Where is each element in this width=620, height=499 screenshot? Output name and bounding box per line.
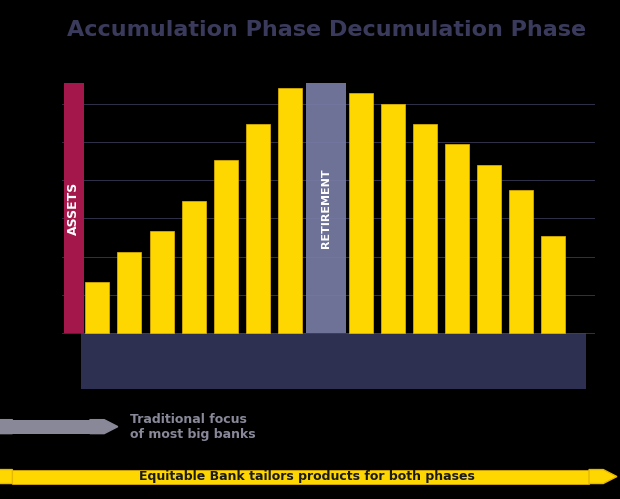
FancyArrow shape: [90, 420, 118, 434]
Bar: [381, 104, 405, 333]
Bar: [182, 201, 206, 333]
Text: Equitable Bank tailors products for both phases: Equitable Bank tailors products for both…: [139, 470, 475, 483]
FancyArrow shape: [0, 470, 12, 484]
Bar: [306, 83, 346, 333]
Text: Accumulation Phase: Accumulation Phase: [66, 20, 321, 40]
Bar: [348, 93, 373, 333]
Text: Traditional focus
of most big banks: Traditional focus of most big banks: [130, 413, 256, 441]
Bar: [278, 88, 302, 333]
FancyArrow shape: [589, 470, 617, 484]
Bar: [64, 83, 84, 333]
Bar: [12, 470, 589, 484]
Bar: [509, 190, 533, 333]
Bar: [477, 165, 501, 333]
Bar: [246, 124, 270, 333]
Text: ASSETS: ASSETS: [68, 182, 81, 235]
Bar: [117, 251, 141, 333]
Bar: [214, 160, 238, 333]
Bar: [413, 124, 437, 333]
Bar: [445, 144, 469, 333]
Bar: [81, 333, 585, 389]
Text: Decumulation Phase: Decumulation Phase: [329, 20, 586, 40]
Bar: [541, 236, 565, 333]
Bar: [149, 231, 174, 333]
Bar: [86, 282, 109, 333]
FancyArrow shape: [0, 420, 12, 434]
Text: RETIREMENT: RETIREMENT: [321, 168, 331, 248]
Bar: [12, 420, 90, 434]
